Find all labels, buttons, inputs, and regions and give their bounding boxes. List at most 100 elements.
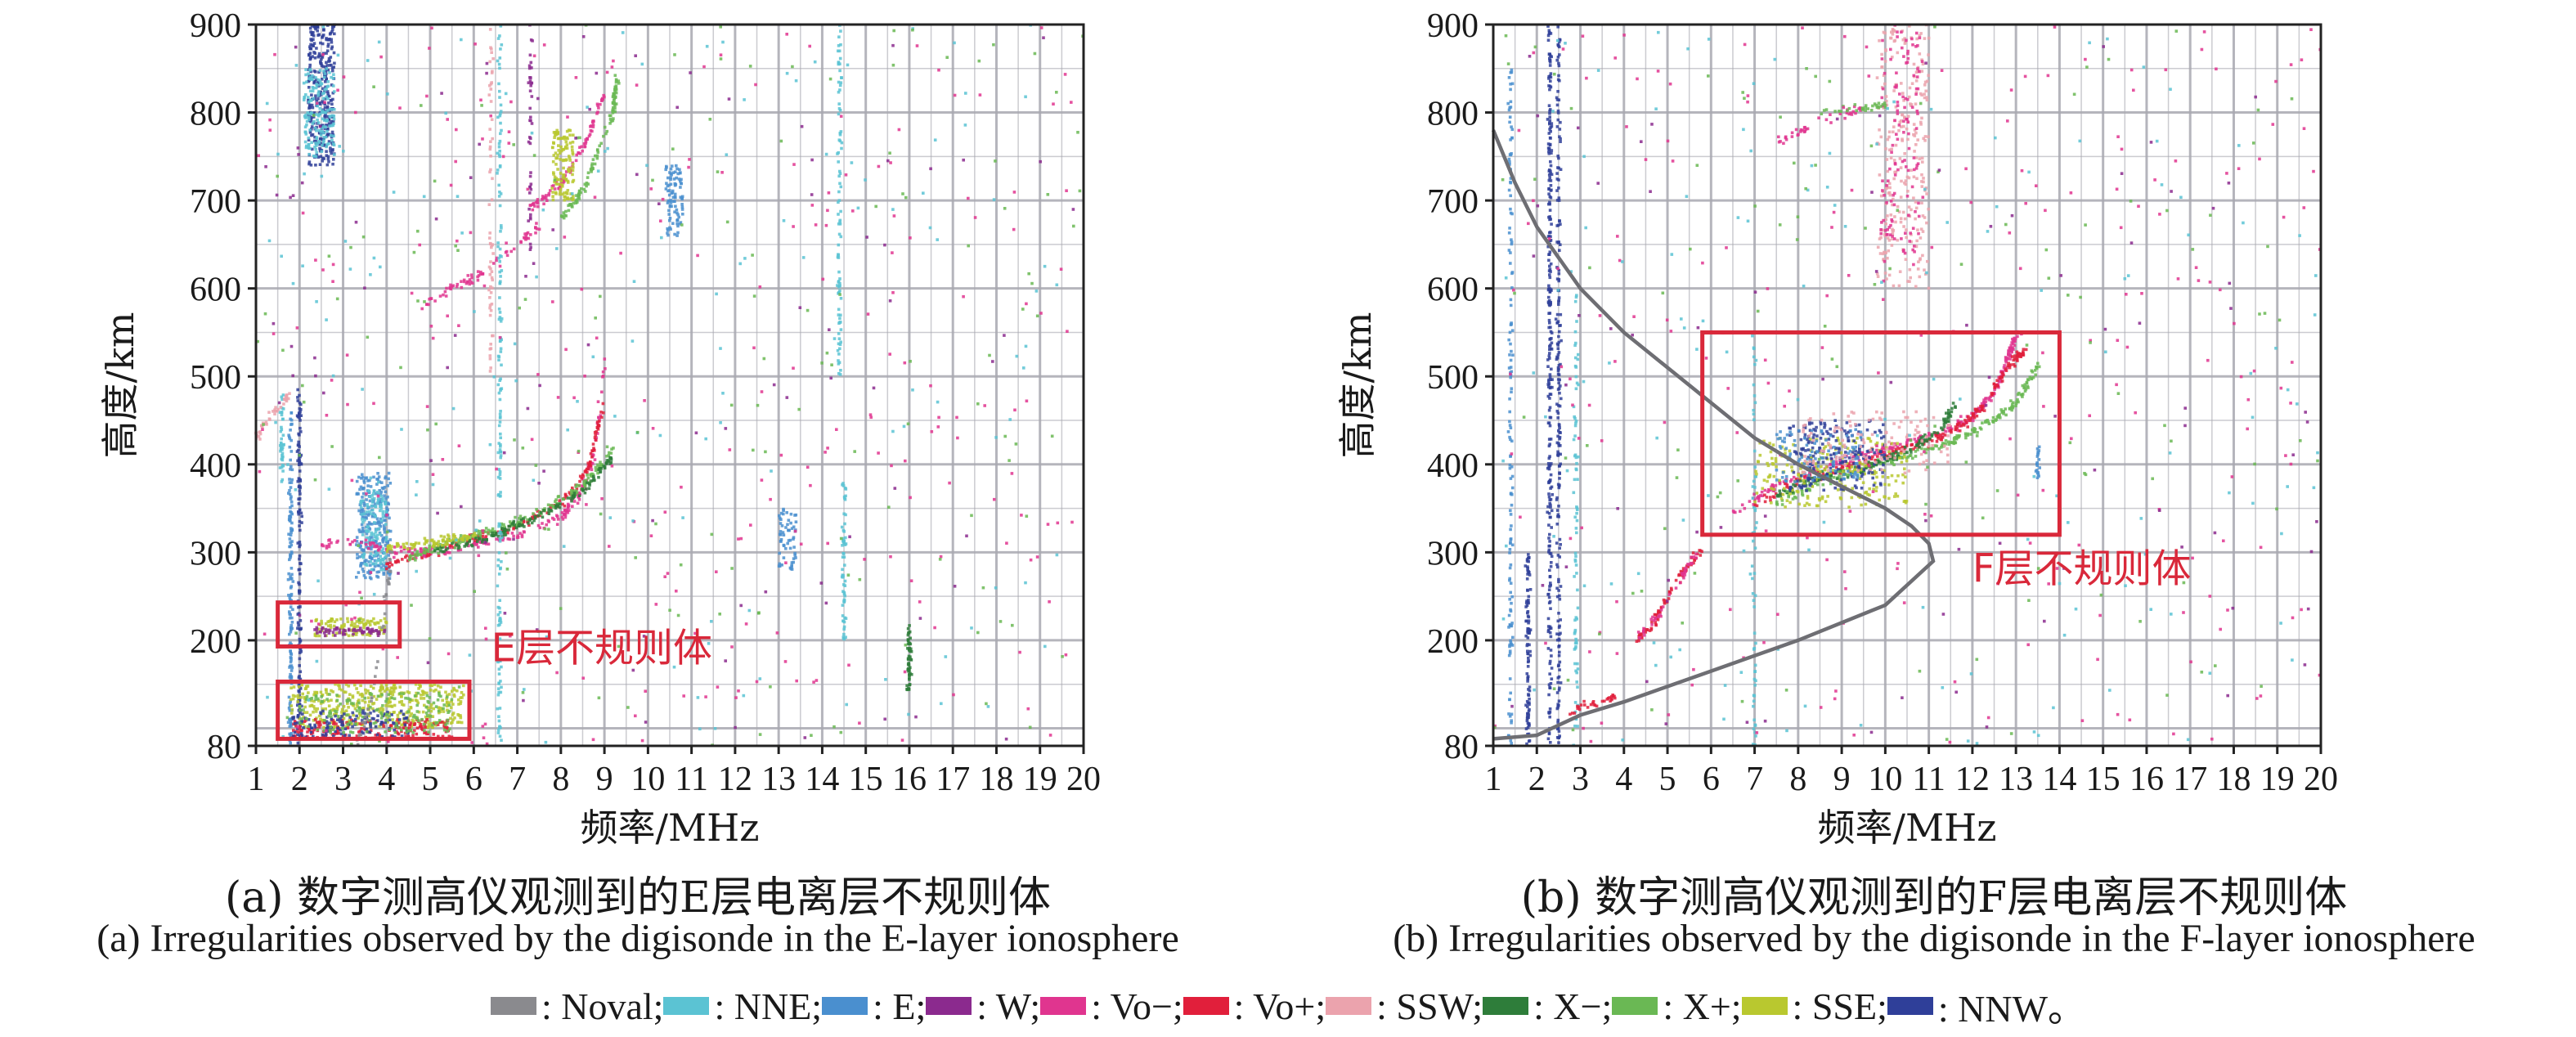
data-point [1013,408,1016,412]
data-point [307,142,311,146]
data-point [846,573,850,577]
data-point [490,303,494,306]
data-point [310,25,314,28]
data-point [406,710,410,713]
data-point [457,444,461,447]
data-point [451,721,454,725]
data-point [355,479,359,483]
data-point [287,594,290,597]
data-point [289,641,292,644]
data-point [453,694,456,698]
data-point [839,297,843,300]
data-point [406,550,411,553]
data-point [562,513,566,516]
data-point [312,97,315,101]
data-point [298,639,303,643]
data-point [376,694,380,698]
data-point [451,718,455,721]
data-point [837,138,841,141]
data-point [756,612,761,615]
data-point [370,545,374,549]
data-point [311,105,315,110]
data-point [906,633,910,637]
data-point [837,342,841,346]
data-point [793,529,797,533]
data-point [844,536,847,540]
data-point [364,715,367,719]
data-point [681,213,684,216]
data-point [370,568,374,572]
data-point [571,486,574,490]
data-point [406,697,410,700]
data-point [575,491,579,495]
data-point [415,550,419,553]
data-point [310,115,313,119]
data-point [430,725,434,729]
data-point [563,198,567,202]
data-point [500,522,504,526]
data-point [497,442,500,445]
data-point [325,61,328,65]
data-point [1056,521,1060,525]
data-point [365,727,368,731]
data-point [416,701,420,705]
data-point [824,451,827,454]
data-point [315,690,319,694]
data-point [590,479,593,483]
data-point [315,150,318,155]
data-point [413,543,417,546]
data-point [497,145,501,149]
data-point [375,666,378,670]
data-point [1548,540,1551,543]
data-point [431,715,435,718]
data-point [438,719,442,722]
data-point [613,88,617,92]
data-point [425,303,429,306]
data-point [330,40,334,44]
data-point [574,137,577,140]
data-point [554,182,558,186]
data-point [1548,200,1551,204]
data-point [842,627,846,631]
data-point [505,241,508,245]
data-point [789,567,793,571]
data-point [505,551,508,554]
data-point [330,149,334,152]
data-point [608,516,613,519]
data-point [438,721,442,724]
data-point [359,733,363,737]
data-point [586,476,590,480]
data-point [762,357,766,361]
data-point [601,370,605,374]
data-point [542,43,546,47]
data-point [843,584,847,587]
data-point [874,204,877,209]
data-point [337,731,340,735]
data-point [578,146,581,149]
data-point [387,693,391,697]
data-point [307,152,311,156]
data-point [374,725,378,729]
data-point [559,172,563,175]
data-point [409,706,413,710]
data-point [456,538,460,541]
data-point [356,625,360,628]
data-point [533,516,537,520]
data-point [666,184,670,188]
data-point [382,563,385,568]
data-point [289,660,293,664]
data-point [577,494,581,497]
data-point [336,718,339,721]
data-point [327,101,330,105]
data-point [384,538,388,542]
data-point [296,727,299,730]
data-point [334,631,339,635]
data-point [305,80,308,84]
data-point [365,542,368,546]
data-point [779,537,783,541]
data-point [298,705,302,708]
data-point [411,715,415,719]
data-point [406,719,410,723]
data-point [905,684,909,688]
data-point [381,707,385,711]
